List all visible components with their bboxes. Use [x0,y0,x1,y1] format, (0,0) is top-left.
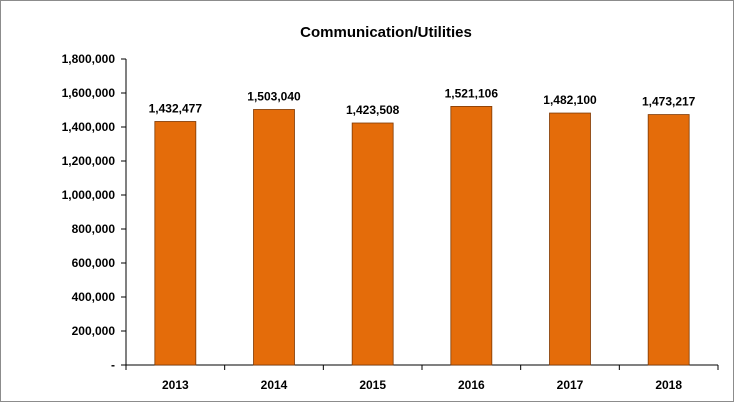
data-label-2018: 1,473,217 [642,95,696,109]
data-label-2017: 1,482,100 [543,93,597,107]
x-axis: 2013 2014 2015 2016 2017 2018 [125,364,719,392]
bar-2017 [549,112,591,366]
x-tick-label: 2018 [655,378,682,392]
chart-title: Communication/Utilities [300,24,472,41]
data-label-2013: 1,432,477 [149,101,203,115]
x-tick-label: 2017 [557,378,584,392]
data-label-2016: 1,521,106 [445,86,499,100]
x-tick-label: 2014 [261,378,288,392]
y-tick-label: 1,800,000 [62,52,116,66]
bar-2015 [351,122,394,366]
x-tick-label: 2015 [359,378,386,392]
y-tick-label: 800,000 [72,222,116,236]
bar-2018 [647,114,690,366]
x-tick-label: 2013 [162,378,189,392]
data-label-2015: 1,423,508 [346,103,400,117]
y-tick-label: 200,000 [72,324,116,338]
y-axis: - 200,000 400,000 600,000 800,000 1,000,000 1,… [62,52,127,372]
y-tick-label: 1,000,000 [62,188,116,202]
data-label-2014: 1,503,040 [247,89,301,103]
data-labels: 1,432,477 1,503,040 1,423,508 1,521,106 1,48… [149,86,696,117]
bar-2014 [253,109,295,366]
bar-2013 [154,121,197,366]
y-tick-label: - [111,358,115,372]
x-tick-label: 2016 [458,378,485,392]
bar-2016 [450,106,493,366]
y-tick-label: 1,600,000 [62,86,116,100]
y-tick-label: 1,400,000 [62,120,116,134]
bar-series [154,106,690,366]
y-tick-label: 400,000 [72,290,116,304]
y-tick-label: 1,200,000 [62,154,116,168]
y-tick-label: 600,000 [72,256,116,270]
